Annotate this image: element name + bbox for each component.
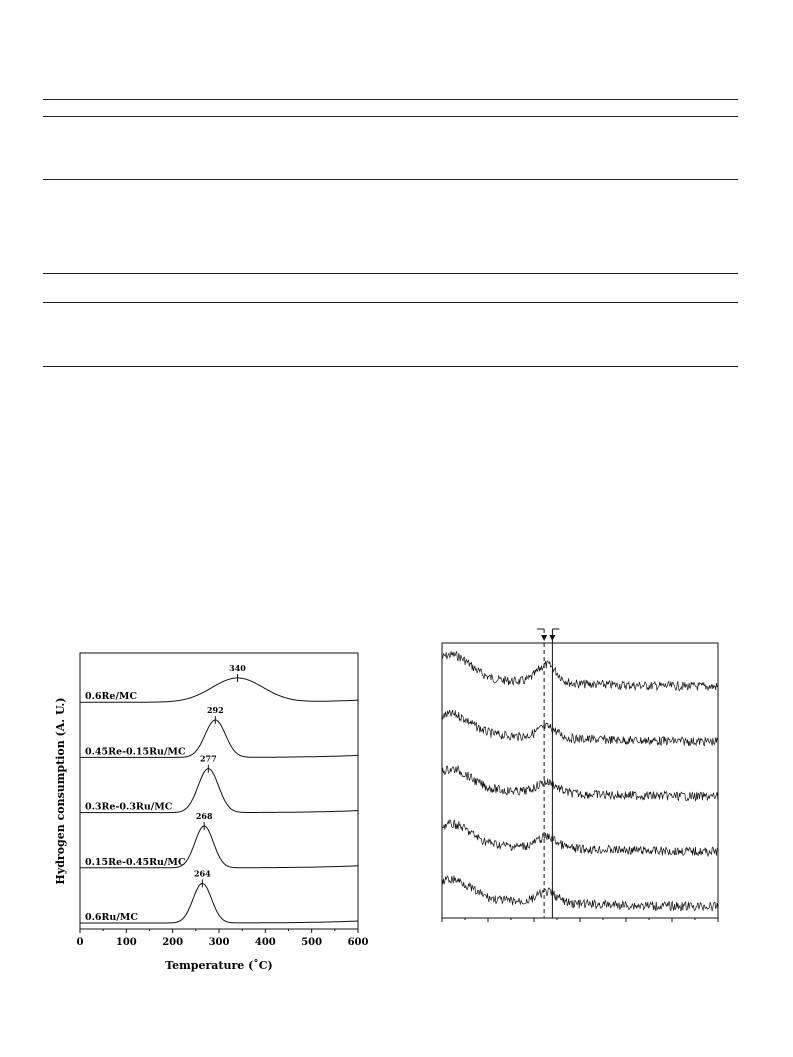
table-rule-top [43, 99, 738, 100]
tpr-series-line [80, 825, 358, 869]
series-label: 0.3Re-0.3Ru/MC [85, 802, 173, 813]
tpr-series-line [80, 677, 358, 703]
noisy-series-line [441, 650, 719, 692]
peak-label: 277 [200, 754, 217, 764]
table-rule-group [43, 273, 738, 274]
x-tick-label: 400 [255, 937, 276, 948]
x-tick-label: 600 [348, 937, 369, 948]
table-rule-bottom [43, 366, 738, 367]
x-tick-label: 0 [77, 937, 84, 948]
arrow-marker-icon [541, 635, 548, 641]
noisy-series-line [441, 764, 719, 802]
plot-frame [441, 642, 719, 919]
x-axis-label: Temperature (˚C) [165, 959, 273, 972]
series-label: 0.6Ru/MC [85, 912, 138, 923]
series-label: 0.6Re/MC [85, 691, 137, 702]
tpr-series-line [80, 768, 358, 814]
table-rule-section [43, 179, 738, 180]
arrow-marker-icon [549, 635, 556, 641]
table-rule-header [43, 116, 738, 117]
tpr-series-line [80, 882, 358, 924]
x-tick-label: 500 [301, 937, 322, 948]
peak-label: 292 [207, 705, 224, 715]
peak-label: 264 [194, 868, 211, 878]
peak-label: 340 [229, 663, 246, 673]
series-label: 0.45Re-0.15Ru/MC [85, 746, 186, 757]
x-tick-label: 200 [162, 937, 183, 948]
noisy-series-line [441, 875, 719, 912]
x-tick-label: 300 [209, 937, 230, 948]
peak-label: 268 [196, 811, 213, 821]
series-label: 0.15Re-0.45Ru/MC [85, 857, 186, 868]
x-tick-label: 100 [116, 937, 137, 948]
y-axis-label: Hydrogen consumption (A. U.) [54, 697, 67, 884]
noisy-series-line [441, 709, 719, 747]
tpr-series-line [80, 719, 358, 758]
table-rule-subheader [43, 302, 738, 303]
noisy-series-line [441, 819, 719, 858]
